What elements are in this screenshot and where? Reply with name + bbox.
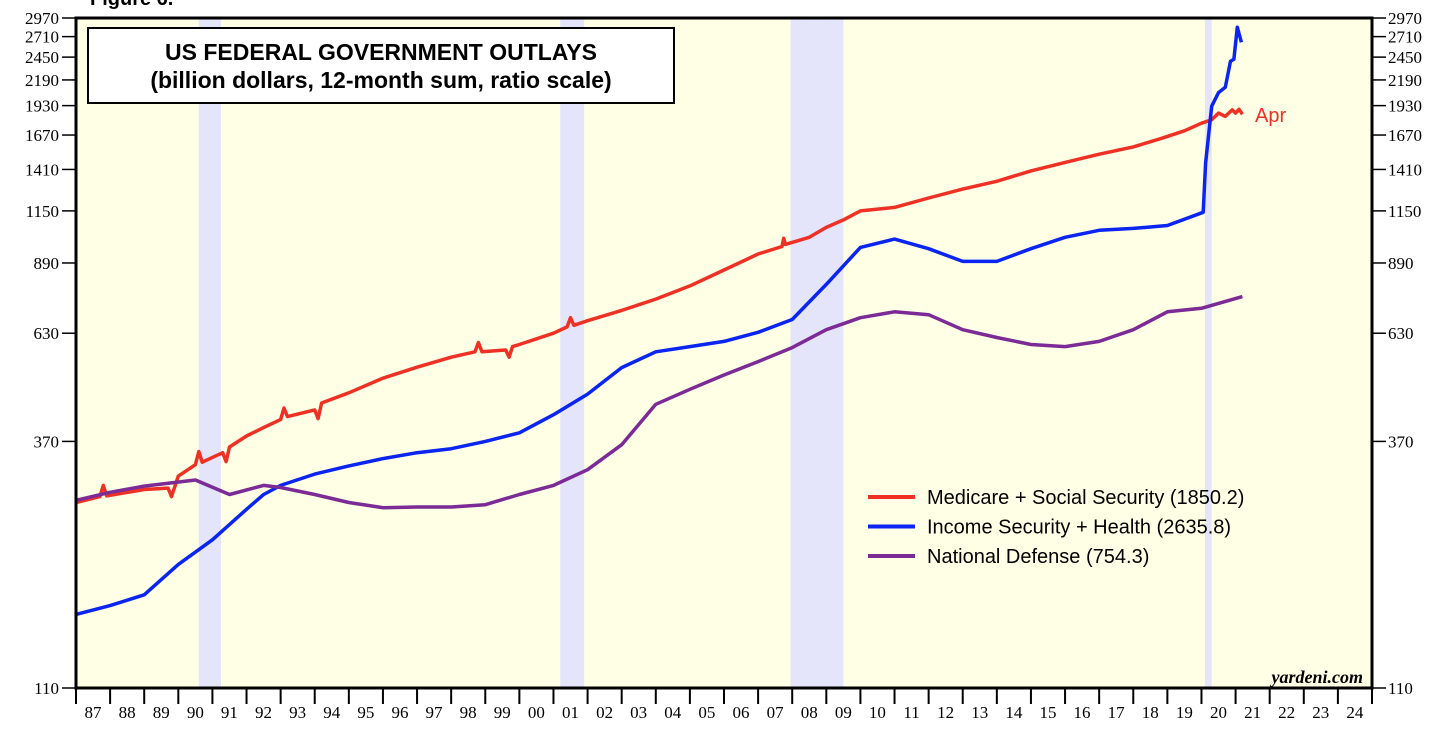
- x-tick-label: 97: [426, 703, 444, 722]
- recession-band: [1204, 18, 1212, 688]
- x-tick-label: 96: [391, 703, 408, 722]
- x-tick-label: 22: [1278, 703, 1295, 722]
- recession-band: [560, 18, 585, 688]
- x-tick-label: 08: [801, 703, 818, 722]
- y-tick-label-left: 1410: [25, 160, 59, 179]
- y-tick-label-right: 370: [1388, 432, 1414, 451]
- y-tick-label-left: 1930: [25, 97, 59, 116]
- x-tick-label: 02: [596, 703, 613, 722]
- x-tick-label: 20: [1210, 703, 1227, 722]
- x-tick-label: 05: [698, 703, 715, 722]
- x-tick-label: 13: [971, 703, 988, 722]
- x-tick-label: 87: [85, 703, 103, 722]
- y-tick-label-right: 2970: [1388, 9, 1422, 28]
- x-tick-label: 98: [460, 703, 477, 722]
- x-tick-label: 09: [835, 703, 852, 722]
- legend: Medicare + Social Security (1850.2) Incom…: [868, 487, 1244, 568]
- y-tick-label-right: 2190: [1388, 71, 1422, 90]
- x-tick-label: 00: [528, 703, 545, 722]
- apr-annotation: Apr: [1255, 105, 1286, 127]
- y-tick-label-right: 890: [1388, 254, 1414, 273]
- y-tick-label-left: 630: [34, 324, 60, 343]
- x-tick-label: 88: [119, 703, 136, 722]
- y-tick-label-left: 2970: [25, 9, 59, 28]
- y-tick-label-right: 630: [1388, 324, 1414, 343]
- x-tick-label: 04: [664, 703, 682, 722]
- x-tick-label: 01: [562, 703, 579, 722]
- x-tick-label: 14: [1005, 703, 1023, 722]
- figure-label: Figure 6.: [90, 0, 173, 10]
- legend-label-2: National Defense (754.3): [927, 546, 1149, 568]
- x-tick-label: 16: [1074, 703, 1091, 722]
- title-box: US FEDERAL GOVERNMENT OUTLAYS (billion d…: [87, 27, 675, 104]
- y-tick-label-left: 890: [34, 254, 60, 273]
- y-tick-label-left: 1670: [25, 126, 59, 145]
- x-tick-label: 90: [187, 703, 204, 722]
- x-tick-label: 89: [153, 703, 170, 722]
- x-tick-label: 07: [767, 703, 785, 722]
- series-line-2: [75, 294, 1243, 510]
- recession-band: [198, 18, 221, 688]
- x-tick-label: 11: [903, 703, 919, 722]
- x-tick-label: 10: [869, 703, 886, 722]
- legend-label-0: Medicare + Social Security (1850.2): [927, 487, 1244, 509]
- y-tick-label-left: 2450: [25, 48, 59, 67]
- x-tick-label: 92: [255, 703, 272, 722]
- y-tick-label-left: 110: [34, 679, 59, 698]
- legend-label-1: Income Security + Health (2635.8): [927, 517, 1231, 539]
- y-tick-label-left: 370: [34, 432, 60, 451]
- x-tick-label: 06: [733, 703, 750, 722]
- plot-area: [76, 18, 1372, 688]
- chart-subtitle: (billion dollars, 12-month sum, ratio sc…: [150, 67, 611, 93]
- x-tick-label: 18: [1142, 703, 1159, 722]
- recession-band: [790, 18, 844, 688]
- series-line-1: [75, 25, 1244, 617]
- x-tick-label: 94: [323, 703, 341, 722]
- x-tick-label: 91: [221, 703, 238, 722]
- x-tick-label: 21: [1244, 703, 1261, 722]
- x-tick-label: 93: [289, 703, 306, 722]
- x-tick-label: 15: [1039, 703, 1056, 722]
- series-line-0: [75, 107, 1244, 505]
- y-tick-label-right: 1930: [1388, 97, 1422, 116]
- x-tick-label: 23: [1312, 703, 1329, 722]
- y-tick-label-right: 2450: [1388, 48, 1422, 67]
- x-tick-label: 24: [1346, 703, 1364, 722]
- y-tick-label-left: 1150: [26, 202, 59, 221]
- y-tick-label-right: 110: [1388, 679, 1413, 698]
- y-tick-label-right: 1670: [1388, 126, 1422, 145]
- source-label: yardeni.com: [1270, 667, 1364, 687]
- y-tick-label-right: 1410: [1388, 160, 1422, 179]
- x-tick-label: 19: [1176, 703, 1193, 722]
- y-tick-label-left: 2190: [25, 71, 59, 90]
- x-tick-label: 95: [357, 703, 374, 722]
- x-tick-label: 99: [494, 703, 511, 722]
- x-tick-label: 03: [630, 703, 647, 722]
- y-tick-label-right: 2710: [1388, 28, 1422, 47]
- x-tick-label: 17: [1108, 703, 1126, 722]
- y-tick-label-left: 2710: [25, 28, 59, 47]
- y-tick-label-right: 1150: [1388, 202, 1421, 221]
- x-tick-label: 12: [937, 703, 954, 722]
- chart-title: US FEDERAL GOVERNMENT OUTLAYS: [165, 39, 597, 65]
